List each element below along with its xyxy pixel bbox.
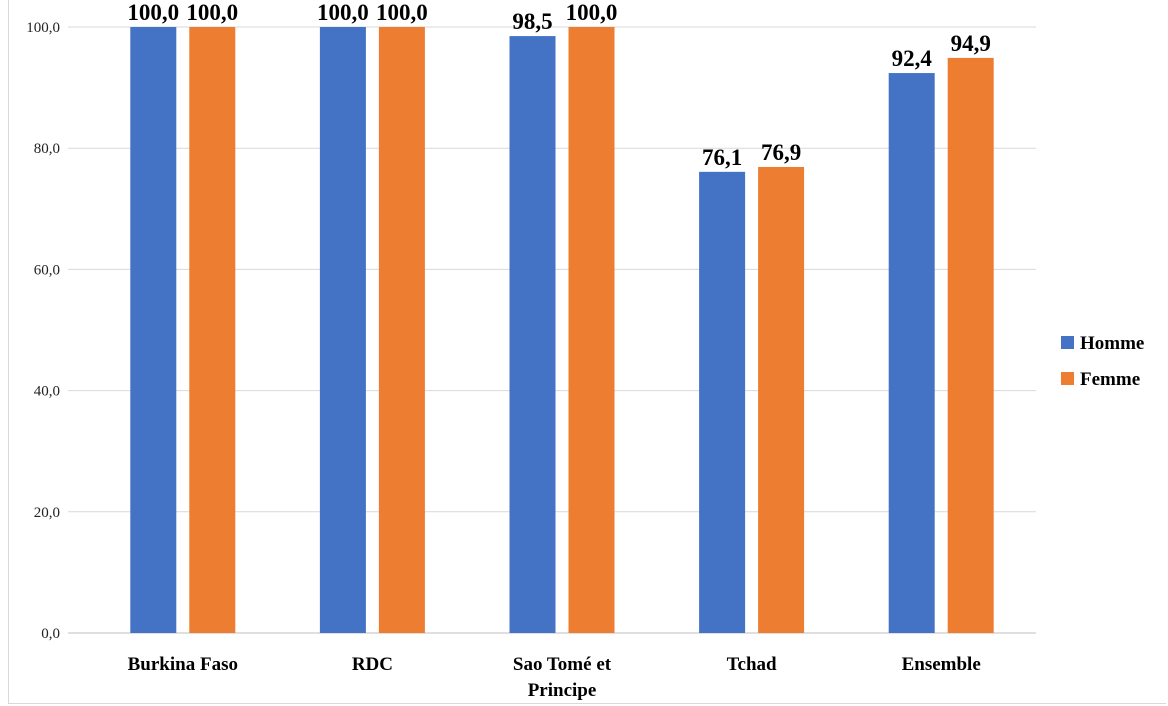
bar-femme (378, 27, 425, 633)
category-label: Principe (528, 680, 597, 701)
data-label: 92,4 (892, 46, 933, 71)
data-label: 76,9 (761, 140, 801, 165)
data-label: 76,1 (702, 145, 742, 170)
bar-femme (189, 27, 236, 633)
bar-femme (568, 27, 615, 633)
data-label: 100,0 (376, 0, 428, 25)
category-label: Ensemble (902, 654, 981, 675)
data-label: 100,0 (566, 0, 618, 25)
data-label: 100,0 (127, 0, 179, 25)
data-label: 94,9 (951, 31, 991, 56)
y-tick-label: 40,0 (34, 384, 60, 400)
y-tick-label: 100,0 (26, 20, 60, 36)
legend-label-homme: Homme (1080, 333, 1144, 354)
bar-homme (319, 27, 366, 633)
category-label: Burkina Faso (128, 654, 238, 675)
bar-femme (758, 166, 805, 633)
bar-homme (130, 27, 177, 633)
data-label: 100,0 (186, 0, 238, 25)
y-tick-label: 60,0 (34, 262, 60, 278)
legend-swatch-homme (1061, 336, 1074, 349)
category-label: RDC (352, 654, 393, 675)
bar-femme (947, 57, 994, 633)
bar-homme (699, 171, 746, 634)
legend-swatch-femme (1061, 372, 1074, 385)
data-label: 98,5 (512, 9, 552, 34)
y-tick-label: 0,0 (41, 626, 60, 642)
y-tick-label: 80,0 (34, 141, 60, 157)
category-label: Tchad (727, 654, 777, 675)
bar-homme (888, 73, 935, 633)
category-label: Sao Tomé et (513, 654, 612, 675)
y-tick-label: 20,0 (34, 505, 60, 521)
legend-label-femme: Femme (1080, 369, 1140, 390)
chart-frame (8, 0, 1166, 704)
data-label: 100,0 (317, 0, 369, 25)
bar-homme (509, 36, 556, 633)
